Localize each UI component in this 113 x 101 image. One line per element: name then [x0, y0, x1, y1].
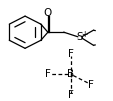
Text: B: B [67, 69, 74, 79]
Text: F: F [67, 90, 73, 100]
Text: +: + [80, 30, 87, 39]
Text: S: S [76, 32, 82, 42]
Text: F: F [45, 69, 50, 79]
Text: O: O [43, 8, 52, 18]
Text: F: F [87, 80, 93, 90]
Text: F: F [67, 49, 73, 59]
